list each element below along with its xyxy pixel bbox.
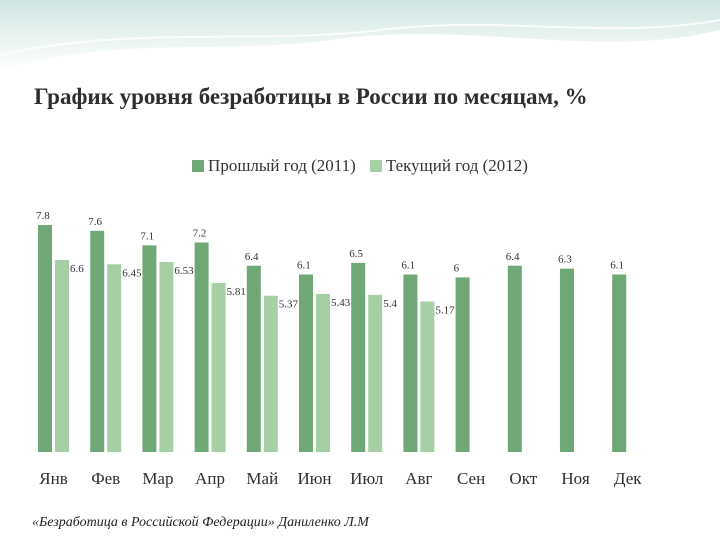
chart-legend: Прошлый год (2011) Текущий год (2012) [0, 156, 720, 176]
x-tick-label-6: Июн [297, 469, 331, 488]
bars-group [38, 225, 627, 452]
data-label-2012-7: 5.4 [383, 298, 397, 310]
bar-2011-7 [351, 262, 366, 452]
data-label-2012-8: 5.17 [435, 305, 455, 317]
legend-swatch-2011 [192, 160, 205, 172]
x-tick-label-8: Авг [405, 469, 432, 488]
bar-2012-3 [159, 261, 174, 452]
bar-2011-6 [299, 274, 313, 452]
bar-2011-4 [194, 242, 209, 452]
x-tick-label-5: Май [246, 469, 278, 488]
data-label-2011-6: 6.1 [297, 259, 311, 271]
legend-swatch-2012 [369, 160, 382, 172]
x-tick-label-2: Фев [91, 469, 120, 488]
bar-2011-2 [90, 230, 105, 452]
data-label-2011-8: 6.1 [401, 259, 415, 271]
data-label-2012-5: 5.37 [279, 299, 299, 311]
bar-2012-6 [316, 293, 330, 452]
data-label-2011-7: 6.5 [349, 248, 363, 260]
data-label-2011-4: 7.2 [193, 227, 207, 239]
x-tick-label-10: Окт [509, 469, 537, 488]
background-wave [0, 0, 720, 70]
background-wave-line [0, 19, 720, 56]
data-label-2011-5: 6.4 [245, 251, 259, 263]
bar-2011-1 [38, 225, 52, 452]
data-label-2012-6: 5.43 [331, 297, 351, 309]
data-label-2012-1: 6.6 [70, 263, 84, 275]
bar-2011-8 [403, 274, 418, 452]
bar-2011-3 [142, 245, 157, 452]
data-label-2012-2: 6.45 [122, 267, 142, 279]
data-label-2012-3: 6.53 [174, 265, 194, 277]
data-labels-group: 7.8 6.6 7.6 6.45 7.1 6.53 7.2 5.81 6.4 5.37 6.1 5.4… [36, 210, 624, 317]
legend-label-2012: Текущий год (2012) [385, 156, 528, 175]
data-label-2011-2: 7.6 [88, 216, 102, 228]
data-label-2011-12: 6.1 [610, 259, 624, 271]
bar-2011-10 [507, 265, 522, 452]
bar-2012-1 [55, 259, 69, 452]
bar-2011-11 [560, 268, 574, 452]
x-tick-label-9: Сен [457, 469, 485, 488]
bar-2012-2 [107, 264, 122, 452]
data-label-2011-9: 6 [454, 262, 460, 274]
x-axis-tick-labels: Янв Фев Мар Апр Май Июн Июл Авг Сен Окт Ноя Дек [39, 469, 642, 488]
data-label-2011-10: 6.4 [506, 251, 520, 263]
x-tick-label-1: Янв [39, 469, 67, 488]
bar-2012-8 [420, 301, 435, 452]
bar-2011-9 [455, 277, 470, 452]
data-label-2012-4: 5.81 [227, 286, 246, 298]
data-label-2011-1: 7.8 [36, 210, 50, 222]
bar-2011-5 [246, 265, 261, 452]
data-label-2011-3: 7.1 [140, 230, 154, 242]
x-tick-label-3: Мар [142, 469, 173, 488]
x-tick-label-11: Ноя [561, 469, 589, 488]
data-label-2011-11: 6.3 [558, 254, 572, 266]
x-tick-label-12: Дек [614, 469, 642, 488]
bar-2012-4 [211, 282, 226, 452]
legend-item-2011: Прошлый год (2011) [192, 156, 356, 176]
chart-title: График уровня безработицы в России по ме… [34, 84, 588, 109]
bar-2012-7 [368, 294, 383, 452]
legend-label-2011: Прошлый год (2011) [208, 156, 356, 175]
x-tick-label-7: Июл [350, 469, 384, 488]
x-tick-label-4: Апр [195, 469, 225, 488]
bar-2012-5 [263, 295, 278, 452]
legend-item-2012: Текущий год (2012) [369, 156, 528, 176]
bar-2011-12 [612, 274, 627, 452]
source-citation: «Безработица в Российской Федерации» Дан… [32, 515, 369, 530]
